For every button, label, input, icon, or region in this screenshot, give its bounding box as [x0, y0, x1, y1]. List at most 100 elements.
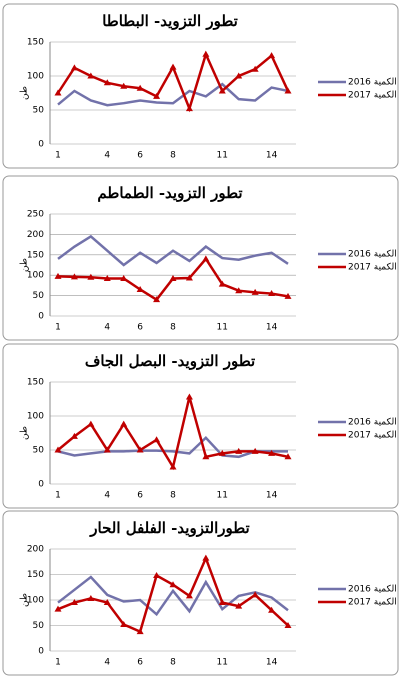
y-tick-label: 0	[38, 480, 44, 490]
legend-label: الكمية 2017	[348, 91, 397, 101]
series-line	[57, 82, 289, 107]
x-tick-label: 1	[55, 323, 61, 333]
marker	[54, 605, 62, 612]
x-tick-label: 4	[104, 658, 110, 668]
series-line	[57, 435, 288, 459]
y-axis-label: طن	[20, 426, 30, 440]
series-line	[57, 234, 289, 267]
marker	[218, 599, 226, 606]
legend-label: الكمية 2016	[348, 418, 397, 428]
marker	[284, 292, 292, 299]
marker	[70, 273, 78, 280]
y-tick-label: 150	[27, 378, 44, 388]
x-tick-label: 4	[104, 491, 110, 501]
legend-label: الكمية 2017	[348, 598, 397, 608]
marker	[284, 453, 292, 460]
y-tick-label: 100	[27, 72, 44, 82]
legend-label: الكمية 2016	[348, 250, 397, 260]
marker	[218, 449, 226, 456]
y-tick-label: 50	[33, 446, 45, 456]
marker	[120, 620, 128, 627]
chart-title: تطور التزويد- البطاطا	[102, 12, 238, 30]
marker	[284, 87, 292, 94]
y-tick-label: 50	[33, 291, 45, 301]
marker	[136, 84, 144, 91]
panel	[2, 343, 399, 509]
y-tick-label: 200	[27, 545, 44, 555]
marker	[202, 554, 210, 561]
x-tick-label: 8	[170, 151, 176, 161]
x-tick-label: 11	[217, 151, 228, 161]
marker	[235, 72, 243, 79]
x-tick-label: 1	[55, 658, 61, 668]
marker	[251, 447, 259, 454]
marker	[169, 274, 177, 281]
x-tick-label: 6	[137, 658, 143, 668]
x-tick-label: 1	[55, 491, 61, 501]
x-tick-label: 6	[137, 491, 143, 501]
marker	[251, 591, 259, 598]
marker	[103, 446, 111, 453]
marker	[136, 628, 144, 635]
chart-title: تطور التزويد- البصل الجاف	[85, 352, 255, 370]
x-tick-label: 6	[137, 323, 143, 333]
x-tick-label: 11	[217, 491, 228, 501]
y-tick-label: 50	[33, 106, 45, 116]
marker	[185, 393, 193, 400]
x-tick-label: 14	[266, 323, 278, 333]
marker	[103, 599, 111, 606]
marker	[54, 446, 62, 453]
marker	[235, 447, 243, 454]
marker	[251, 65, 259, 72]
marker	[202, 50, 210, 57]
y-axis-label: طن	[20, 86, 30, 100]
x-tick-label: 8	[170, 323, 176, 333]
marker	[251, 288, 259, 295]
y-tick-label: 0	[38, 312, 44, 322]
y-tick-label: 150	[27, 250, 44, 260]
marker	[54, 89, 62, 96]
marker	[153, 572, 161, 579]
x-tick-label: 4	[104, 151, 110, 161]
marker	[120, 274, 128, 281]
marker	[218, 280, 226, 287]
marker	[103, 274, 111, 281]
chart-title: تطور التزويد- الطماطم	[97, 184, 242, 202]
marker	[87, 420, 95, 427]
y-tick-label: 100	[27, 271, 44, 281]
marker	[153, 92, 161, 99]
legend-label: الكمية 2016	[348, 585, 397, 595]
legend-label: الكمية 2016	[348, 78, 397, 88]
y-axis-label: طن	[20, 593, 30, 607]
marker	[235, 287, 243, 294]
chart-title: تطورالتزويد- الفلفل الحار	[89, 519, 249, 537]
marker	[202, 453, 210, 460]
y-tick-label: 100	[27, 412, 44, 422]
y-tick-label: 0	[38, 140, 44, 150]
marker	[87, 594, 95, 601]
marker	[70, 64, 78, 71]
marker	[120, 420, 128, 427]
x-tick-label: 6	[137, 151, 143, 161]
y-tick-label: 150	[27, 570, 44, 580]
x-tick-label: 14	[266, 151, 278, 161]
marker	[268, 290, 276, 297]
y-tick-label: 100	[27, 596, 44, 606]
panel	[2, 3, 399, 169]
y-axis-label: طن	[20, 258, 30, 272]
marker	[268, 52, 276, 59]
x-tick-label: 8	[170, 658, 176, 668]
marker	[120, 82, 128, 89]
marker	[136, 285, 144, 292]
marker	[284, 622, 292, 628]
y-tick-label: 0	[38, 647, 44, 657]
marker	[185, 592, 193, 599]
marker	[185, 274, 193, 281]
marker	[136, 446, 144, 453]
legend-label: الكمية 2017	[348, 263, 397, 273]
x-tick-label: 4	[104, 323, 110, 333]
marker	[103, 79, 111, 86]
y-tick-label: 150	[27, 38, 44, 48]
panel	[2, 175, 399, 341]
marker	[202, 255, 210, 262]
